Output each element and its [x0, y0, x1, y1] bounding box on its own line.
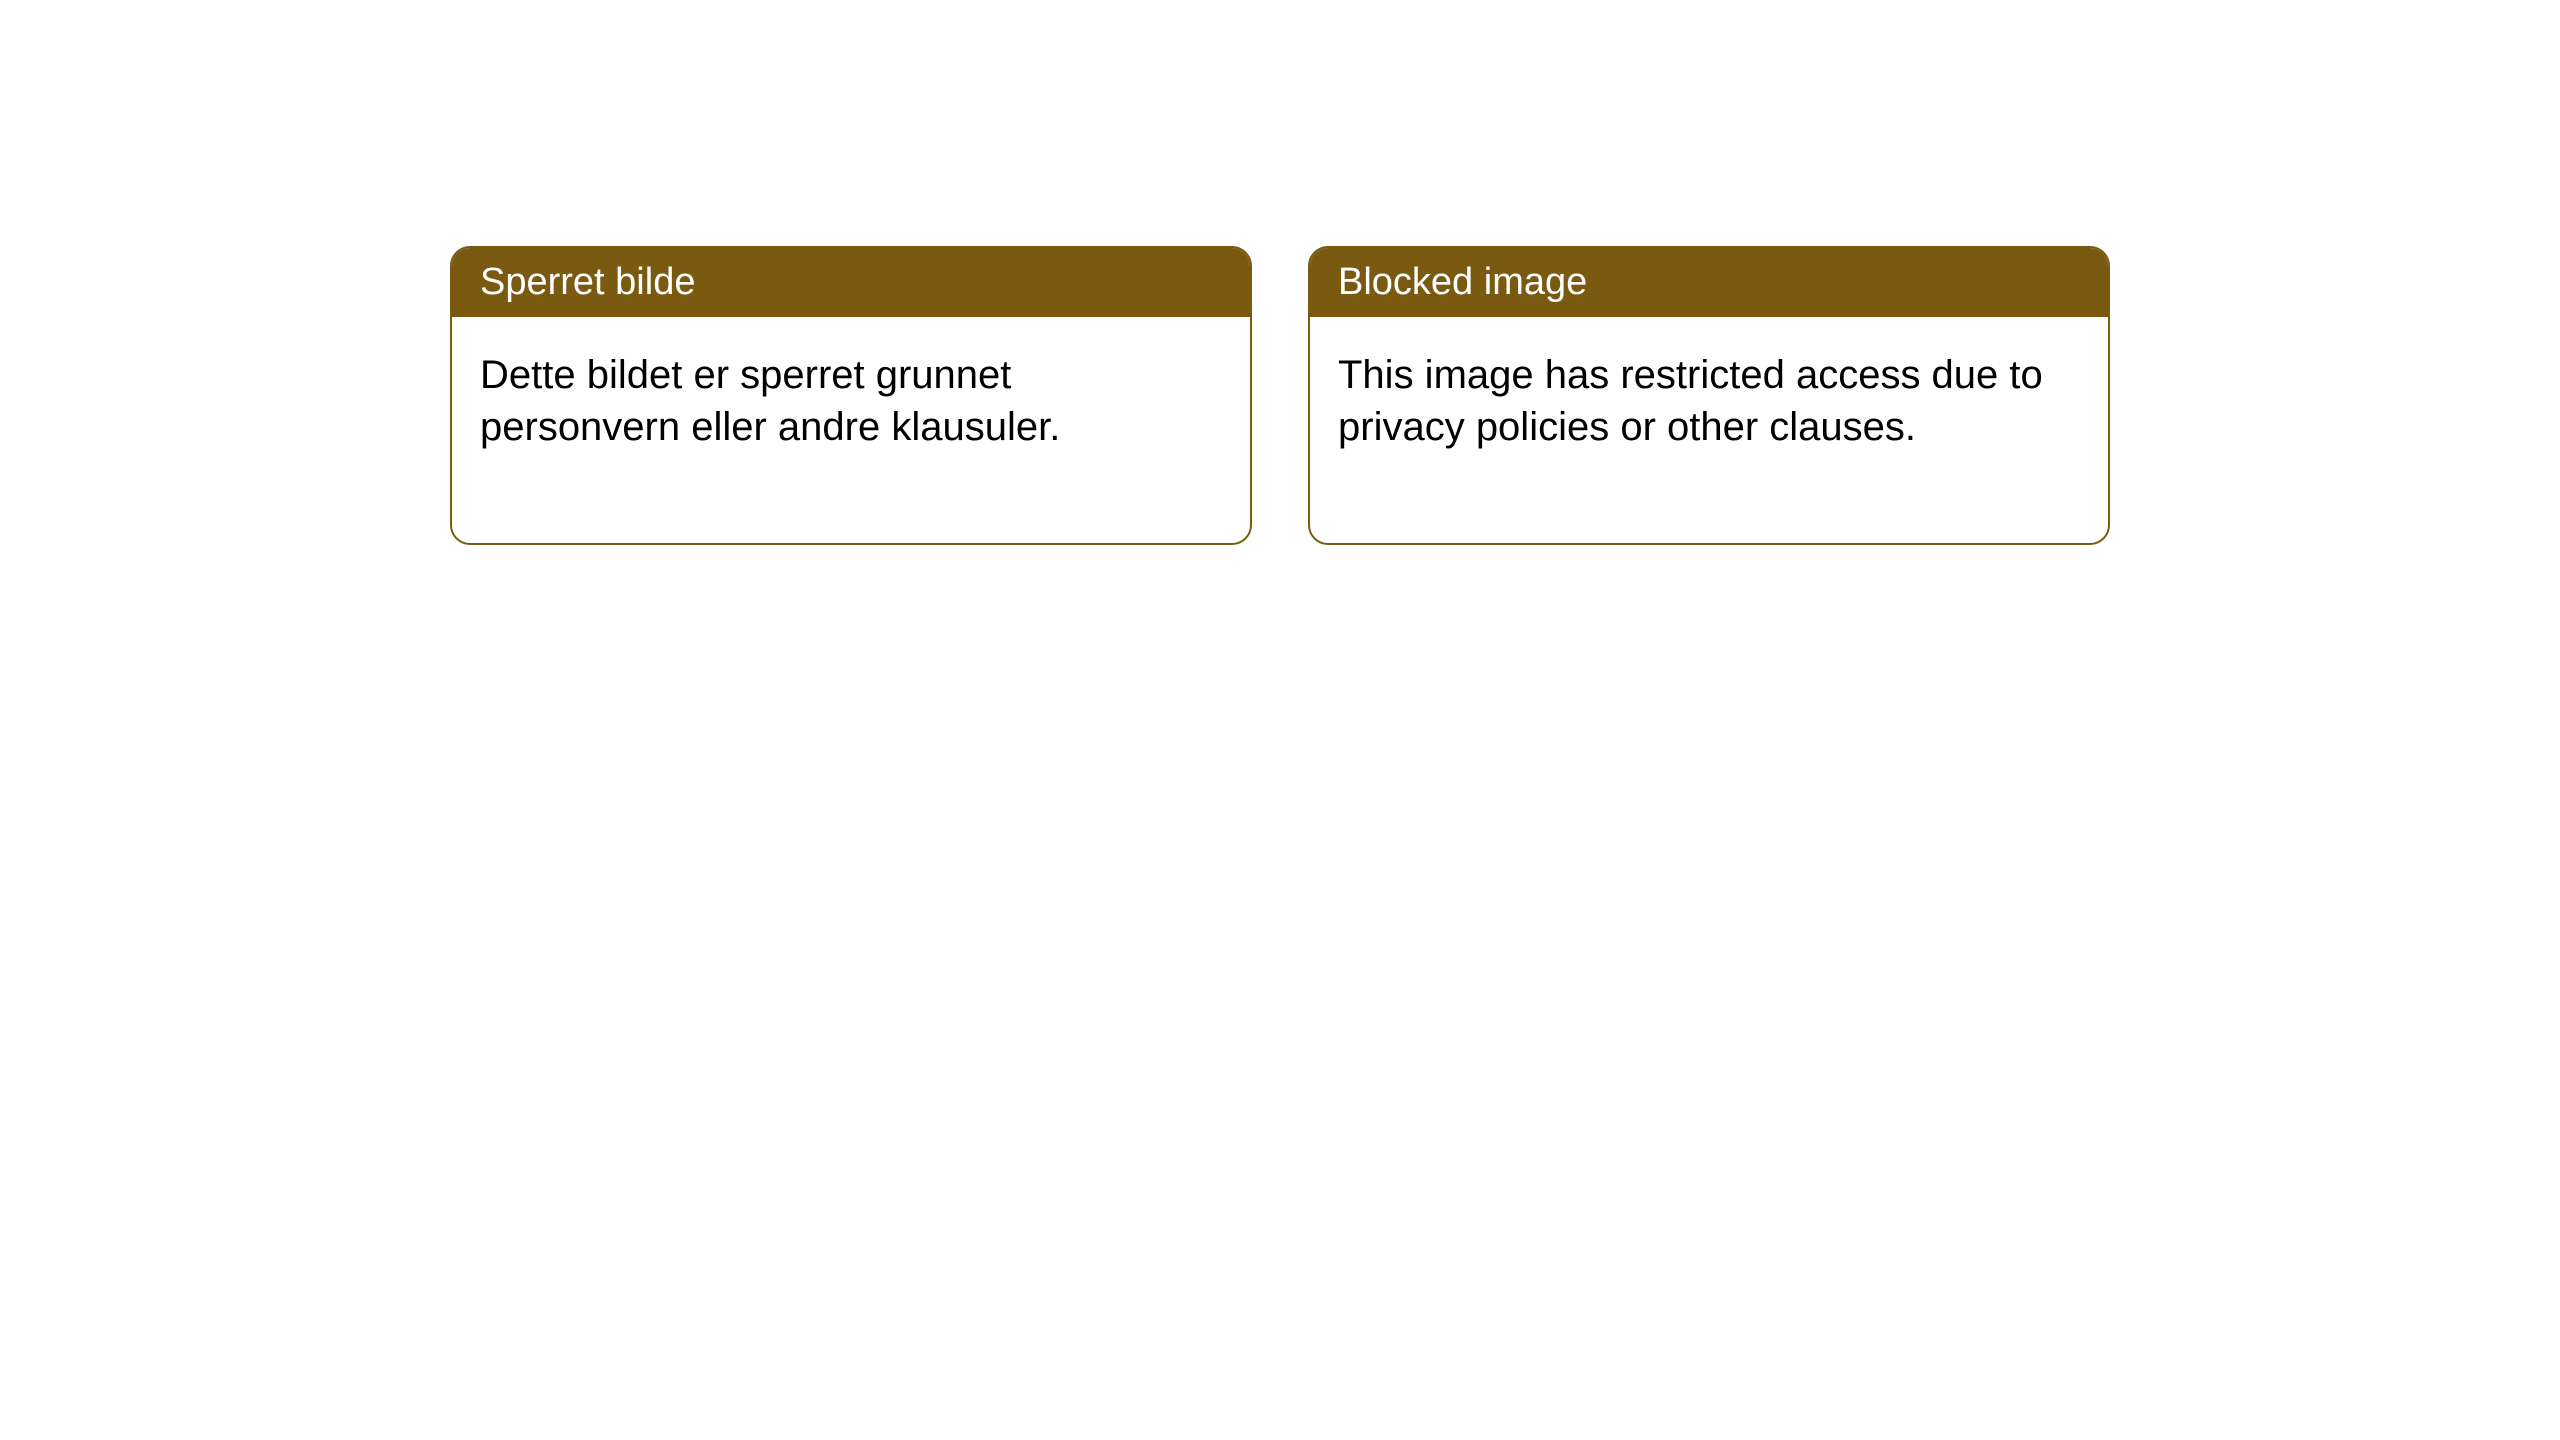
card-body: This image has restricted access due to …: [1310, 317, 2108, 543]
card-body: Dette bildet er sperret grunnet personve…: [452, 317, 1250, 543]
notice-card-norwegian: Sperret bilde Dette bildet er sperret gr…: [450, 246, 1252, 545]
card-header: Blocked image: [1310, 248, 2108, 317]
notice-cards-container: Sperret bilde Dette bildet er sperret gr…: [450, 246, 2110, 545]
card-header: Sperret bilde: [452, 248, 1250, 317]
notice-card-english: Blocked image This image has restricted …: [1308, 246, 2110, 545]
